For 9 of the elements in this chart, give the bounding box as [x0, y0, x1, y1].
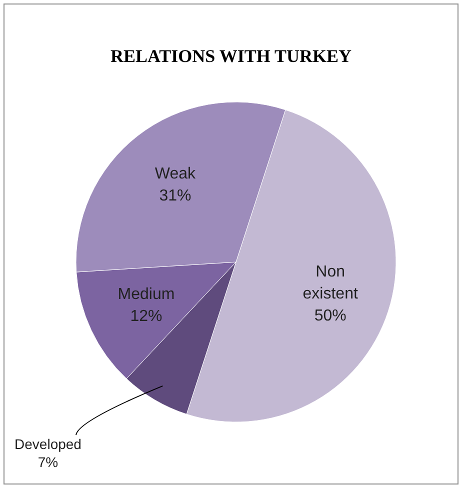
slice-label: Weak: [154, 166, 197, 183]
data-label: 31%: [159, 188, 192, 205]
slice-label: Developed: [14, 436, 82, 452]
slice-label: Non existent: [302, 264, 358, 303]
data-label: 7%: [38, 454, 58, 470]
data-label: 50%: [314, 308, 346, 325]
chart-title: RELATIONS WITH TURKEY: [110, 46, 352, 66]
slice-label: Medium: [118, 286, 175, 304]
data-label: 12%: [130, 308, 162, 326]
